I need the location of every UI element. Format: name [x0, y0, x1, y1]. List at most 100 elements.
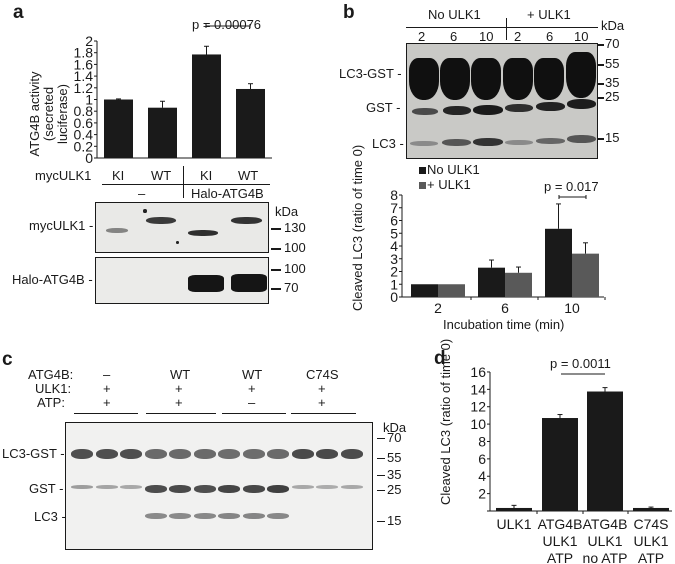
bar: [587, 391, 623, 511]
cond-atg4b-1: –: [103, 367, 111, 382]
band-gst: [267, 485, 289, 493]
band-gst: [218, 485, 240, 493]
marker-tick: [598, 64, 604, 66]
band-gst: [340, 485, 363, 489]
group-line: [406, 27, 598, 28]
gel-b: [406, 43, 598, 159]
marker-tick: [271, 288, 281, 290]
bar: [104, 99, 133, 158]
y-tick-label: 4: [478, 468, 486, 484]
x-tick-label: ATG4B: [538, 516, 583, 532]
x-tick-label: no ATP: [583, 550, 628, 564]
bar: [633, 507, 669, 511]
group-line: [146, 413, 216, 414]
band-gst: [412, 108, 438, 115]
panel-a-p-value: p = 0.00076: [192, 17, 262, 32]
marker-tick: [377, 490, 385, 491]
y-tick-label: 10: [470, 416, 486, 432]
band: [231, 217, 262, 224]
group-line: [291, 413, 356, 414]
x-tick-label: ATP: [547, 550, 573, 564]
bar-plus-ulk1: [505, 272, 532, 297]
band-gst: [193, 485, 216, 493]
group-divider-line: [102, 184, 270, 185]
band-gst: [144, 485, 167, 493]
kda-label-a: kDa: [275, 204, 299, 219]
band-gst: [505, 104, 533, 112]
band: [106, 228, 128, 233]
y-tick-label: 0: [390, 289, 398, 305]
bar: [542, 418, 578, 511]
lane-label-2: WT: [151, 168, 172, 183]
condition-row-ulk1: ULK1:: [35, 381, 72, 396]
panel-label-c: c: [2, 349, 13, 370]
x-tick-label: ULK1: [633, 533, 668, 549]
band-lc3: [144, 513, 167, 519]
band-lc3: [536, 138, 565, 144]
band-label-lc3: LC3 -: [34, 509, 66, 524]
lane-6-plus-ulk1: 6: [546, 29, 554, 44]
marker-tick: [377, 475, 385, 476]
band: [231, 274, 267, 292]
y-tick-label: 3: [390, 251, 398, 267]
x-tick-label: C74S: [633, 516, 668, 532]
band-lc3-gst: [471, 58, 501, 100]
group-label-halo-atg4b: Halo-ATG4B: [191, 186, 264, 201]
y-tick-label: 1.6: [74, 56, 94, 72]
band-gst: [120, 485, 142, 489]
band-lc3-gst: [193, 449, 216, 459]
cond-ulk1-1: +: [103, 381, 111, 396]
band-gst: [473, 105, 503, 115]
band-gst: [242, 485, 265, 493]
marker-25: 25: [605, 89, 620, 104]
marker-15: 15: [605, 130, 620, 145]
lane-2-no-ulk1: 2: [418, 29, 426, 44]
band-gst: [291, 485, 314, 489]
band-lc3-gst: [503, 58, 533, 100]
band-lc3-gst: [169, 449, 191, 459]
band-lc3: [505, 140, 533, 145]
band-lc3: [410, 141, 438, 146]
marker-tick: [271, 228, 281, 230]
bar-no-ulk1: [411, 284, 438, 297]
x-tick-label: 2: [434, 300, 442, 316]
marker-tick: [377, 521, 385, 522]
panel-b-p-value: p = 0.017: [544, 179, 599, 194]
marker-tick: [598, 44, 604, 46]
group-separator: [506, 18, 507, 40]
marker-tick: [377, 438, 385, 439]
condition-row-atg4b: ATG4B:: [28, 367, 74, 382]
band-lc3: [567, 135, 596, 143]
blot-label-mycULK1: mycULK1 -: [29, 218, 94, 233]
y-tick-label: 0.4: [74, 127, 94, 143]
group-label-none: –: [138, 186, 146, 201]
band-lc3: [473, 138, 503, 146]
marker-70: 70: [605, 36, 620, 51]
panel-label-a: a: [13, 2, 24, 23]
marker-tick: [271, 269, 281, 271]
y-tick-label: 16: [470, 364, 486, 380]
lane-label-3: KI: [200, 168, 213, 183]
band-lc3-gst: [71, 449, 93, 459]
bar-no-ulk1: [545, 228, 572, 297]
cond-ulk1-4: +: [318, 381, 326, 396]
band-lc3: [193, 513, 216, 519]
x-tick-label: ULK1: [587, 533, 622, 549]
cond-ulk1-2: +: [175, 381, 183, 396]
x-tick-label: ULK1: [542, 533, 577, 549]
band-lc3-gst: [95, 449, 118, 459]
marker-tick: [377, 458, 385, 459]
bar-no-ulk1: [478, 267, 505, 297]
band-gst: [443, 106, 471, 115]
cond-atp-4: +: [318, 395, 326, 410]
y-tick-label: 2: [85, 33, 93, 49]
band-label-lc3: LC3 -: [372, 136, 404, 151]
cond-atg4b-2: WT: [170, 367, 191, 382]
band-lc3-gst: [242, 449, 265, 459]
bar: [148, 107, 177, 158]
group-line: [222, 413, 286, 414]
band-lc3: [218, 513, 240, 519]
marker-tick: [598, 138, 604, 140]
